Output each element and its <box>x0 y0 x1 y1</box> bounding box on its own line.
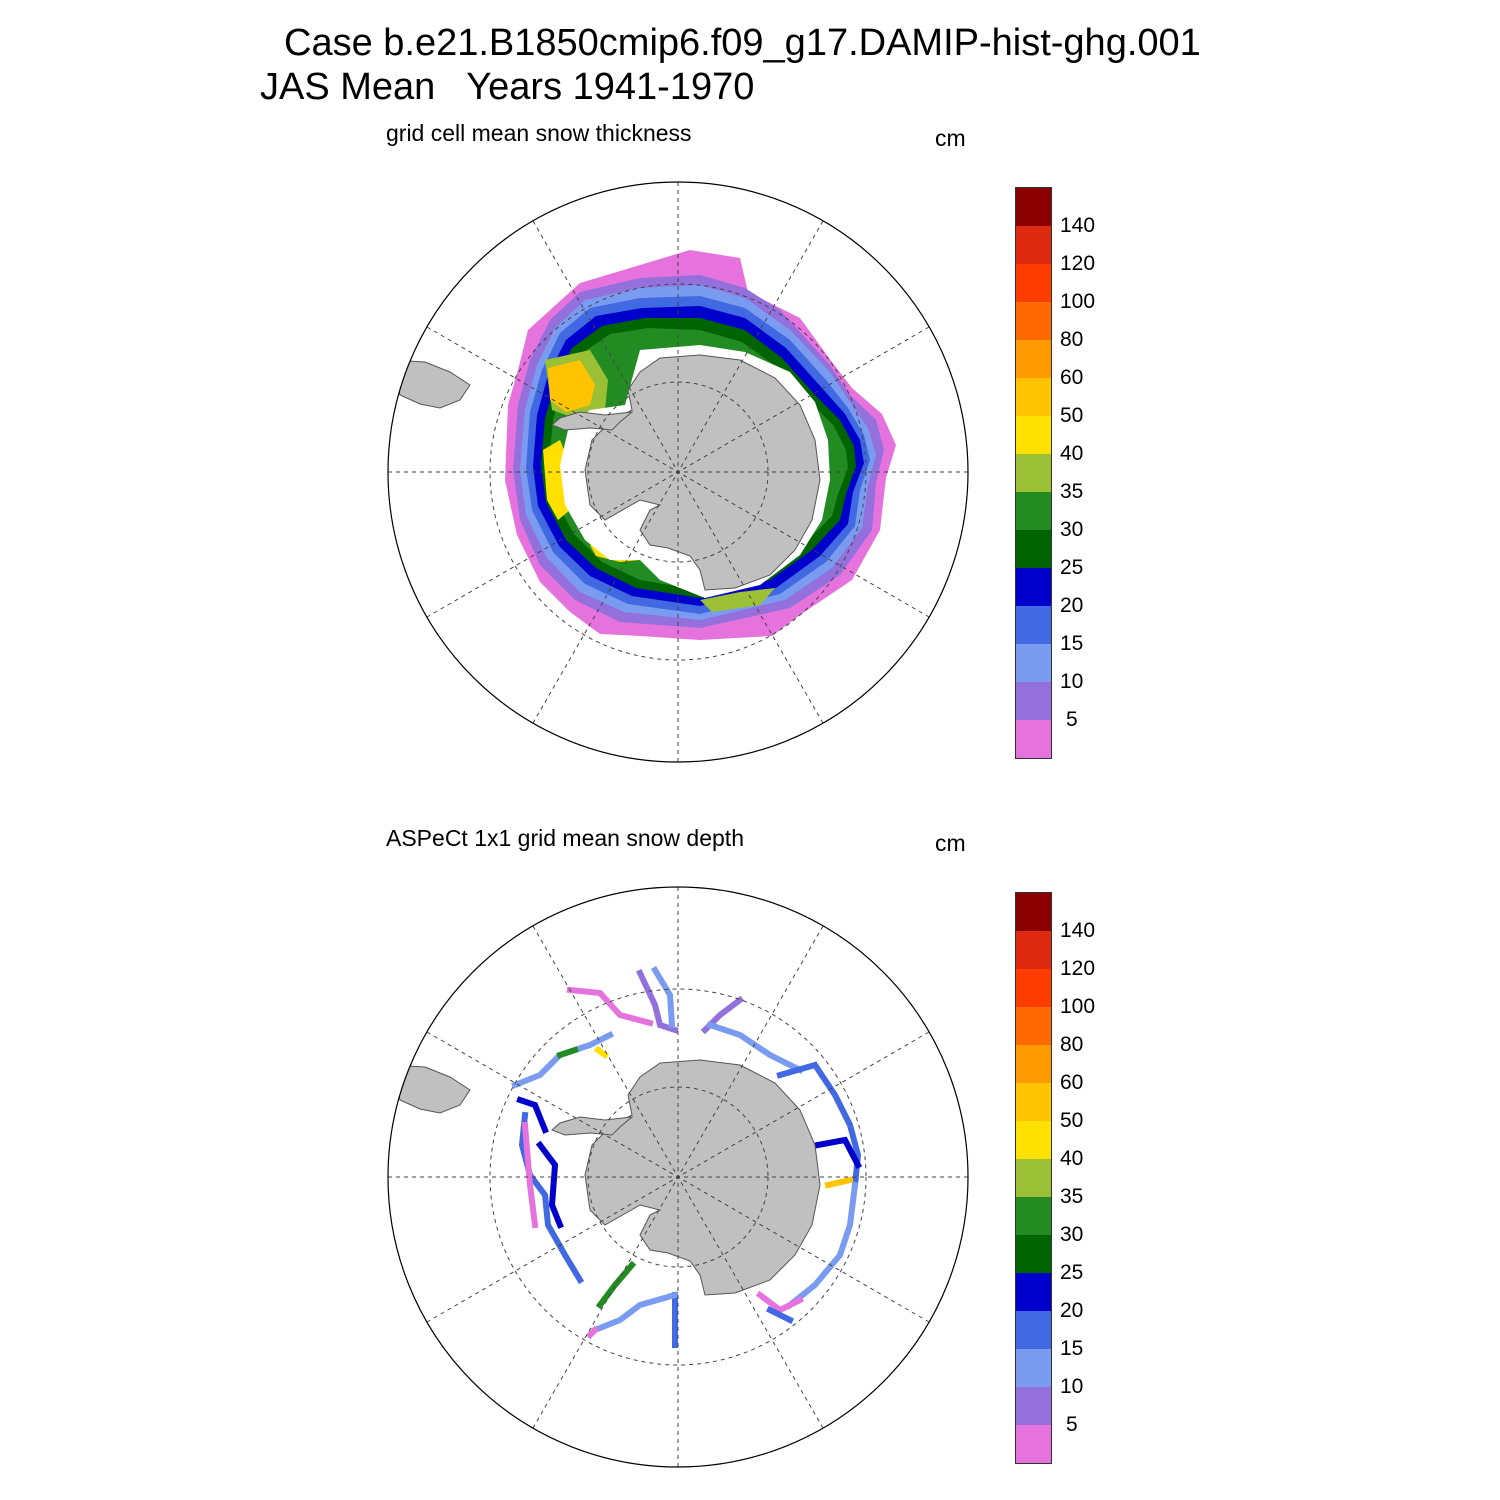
south-america-tip <box>389 359 471 409</box>
colorbar-tick-label: 60 <box>1060 366 1084 389</box>
colorbar-swatch <box>1016 1083 1051 1121</box>
colorbar-swatch <box>1016 1311 1051 1349</box>
colorbar-swatch <box>1016 1349 1051 1387</box>
colorbar-swatch <box>1016 644 1051 682</box>
colorbar-swatch <box>1016 1425 1051 1463</box>
colorbar-tick-label: 40 <box>1060 1147 1084 1170</box>
panel2-colorbar <box>1015 892 1052 1464</box>
colorbar-tick-label: 100 <box>1060 995 1096 1018</box>
colorbar-tick-label: 15 <box>1060 632 1084 655</box>
colorbar-swatch <box>1016 492 1051 530</box>
colorbar-swatch <box>1016 1159 1051 1197</box>
map-boundary <box>387 886 969 1468</box>
panel2-subtitle: ASPeCt 1x1 grid mean snow depth <box>386 825 744 851</box>
colorbar-swatch <box>1016 340 1051 378</box>
colorbar-swatch <box>1016 720 1051 758</box>
colorbar-swatch <box>1016 568 1051 606</box>
colorbar-swatch <box>1016 416 1051 454</box>
colorbar-tick-label: 140 <box>1060 214 1096 237</box>
colorbar-tick-label: 30 <box>1060 1223 1084 1246</box>
colorbar-swatch <box>1016 682 1051 720</box>
panel2-unit: cm <box>935 830 966 856</box>
colorbar-tick-label: 15 <box>1060 1337 1084 1360</box>
map-boundary <box>387 181 969 763</box>
figure-title-line2: JAS Mean Years 1941-1970 <box>260 66 755 108</box>
colorbar-tick-label: 120 <box>1060 957 1096 980</box>
south-america-tip <box>389 1064 471 1114</box>
colorbar-swatch <box>1016 264 1051 302</box>
colorbar-tick-label: 20 <box>1060 594 1084 617</box>
colorbar-tick-label: 35 <box>1060 1185 1084 1208</box>
colorbar-swatch <box>1016 1121 1051 1159</box>
antarctic-peninsula <box>551 1116 634 1136</box>
colorbar-swatch <box>1016 1387 1051 1425</box>
colorbar-swatch <box>1016 188 1051 226</box>
colorbar-tick-label: 10 <box>1060 1375 1084 1398</box>
antarctic-peninsula <box>551 411 634 431</box>
colorbar-tick-label: 100 <box>1060 290 1096 313</box>
colorbar-tick-label: 80 <box>1060 1033 1084 1056</box>
colorbar-tick-label: 5 <box>1066 1413 1078 1436</box>
colorbar-swatch <box>1016 1235 1051 1273</box>
colorbar-swatch <box>1016 969 1051 1007</box>
figure-title-line1: Case b.e21.B1850cmip6.f09_g17.DAMIP-hist… <box>284 22 1201 64</box>
panel1-colorbar <box>1015 187 1052 759</box>
colorbar-tick-label: 80 <box>1060 328 1084 351</box>
colorbar-swatch <box>1016 1045 1051 1083</box>
colorbar-swatch <box>1016 226 1051 264</box>
colorbar-swatch <box>1016 454 1051 492</box>
colorbar-swatch <box>1016 302 1051 340</box>
colorbar-swatch <box>1016 378 1051 416</box>
panel2-polar-map <box>387 886 969 1468</box>
panel1-polar-map <box>387 181 969 763</box>
panel1-unit: cm <box>935 125 966 151</box>
snow-patch-40-50 <box>548 360 595 412</box>
colorbar-tick-label: 25 <box>1060 1261 1084 1284</box>
colorbar-tick-label: 25 <box>1060 556 1084 579</box>
snow-patch-south-35 <box>700 588 775 612</box>
colorbar-swatch <box>1016 606 1051 644</box>
colorbar-swatch <box>1016 530 1051 568</box>
colorbar-tick-label: 50 <box>1060 1109 1084 1132</box>
colorbar-tick-label: 20 <box>1060 1299 1084 1322</box>
colorbar-tick-label: 50 <box>1060 404 1084 427</box>
observation-tracks <box>511 965 863 1348</box>
colorbar-tick-label: 10 <box>1060 670 1084 693</box>
colorbar-swatch <box>1016 893 1051 931</box>
colorbar-tick-label: 35 <box>1060 480 1084 503</box>
colorbar-tick-label: 5 <box>1066 708 1078 731</box>
colorbar-tick-label: 30 <box>1060 518 1084 541</box>
colorbar-swatch <box>1016 1197 1051 1235</box>
colorbar-swatch <box>1016 1007 1051 1045</box>
colorbar-swatch <box>1016 1273 1051 1311</box>
colorbar-tick-label: 140 <box>1060 919 1096 942</box>
colorbar-tick-label: 120 <box>1060 252 1096 275</box>
colorbar-tick-label: 40 <box>1060 442 1084 465</box>
panel1-subtitle: grid cell mean snow thickness <box>386 120 692 146</box>
colorbar-tick-label: 60 <box>1060 1071 1084 1094</box>
colorbar-swatch <box>1016 931 1051 969</box>
